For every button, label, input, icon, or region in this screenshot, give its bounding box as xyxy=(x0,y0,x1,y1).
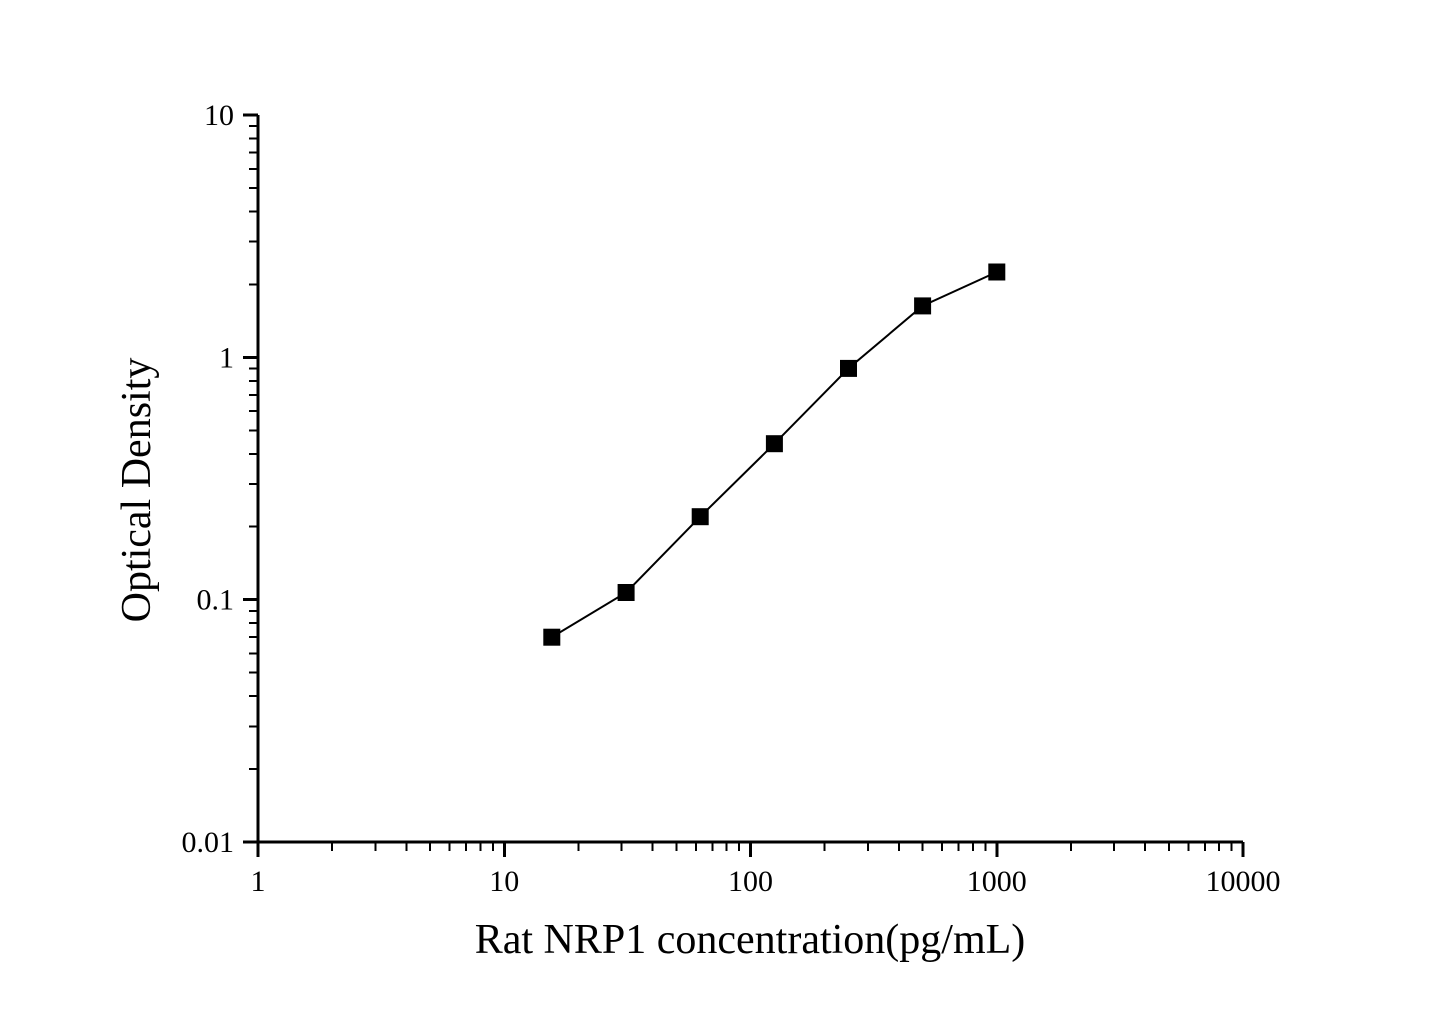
data-point-marker xyxy=(914,297,932,315)
series-line xyxy=(551,271,998,639)
y-tick-label: 0.01 xyxy=(182,826,235,859)
x-axis-title: Rat NRP1 concentration(pg/mL) xyxy=(475,917,1026,963)
x-tick-label: 1 xyxy=(251,865,266,898)
y-axis-title: Optical Density xyxy=(114,358,160,623)
y-tick-label: 0.1 xyxy=(197,584,235,617)
x-tick-label: 10000 xyxy=(1206,865,1281,898)
x-tick-label: 100 xyxy=(728,865,773,898)
y-tick-label: 1 xyxy=(219,341,234,374)
data-point-marker xyxy=(691,508,709,526)
axes-layer xyxy=(243,113,1245,857)
x-tick-label: 10 xyxy=(489,865,519,898)
data-point-marker xyxy=(988,263,1006,281)
data-series-layer xyxy=(543,263,1006,646)
data-point-marker xyxy=(765,435,783,453)
data-point-marker xyxy=(840,359,857,377)
tick-label-layer: 1 10 100 1000 10000 0.01 0.1 1 10 xyxy=(182,99,1281,898)
data-point-marker xyxy=(543,628,561,646)
y-tick-label: 10 xyxy=(204,99,234,132)
data-point-marker xyxy=(617,584,635,601)
x-tick-label: 1000 xyxy=(967,865,1027,898)
